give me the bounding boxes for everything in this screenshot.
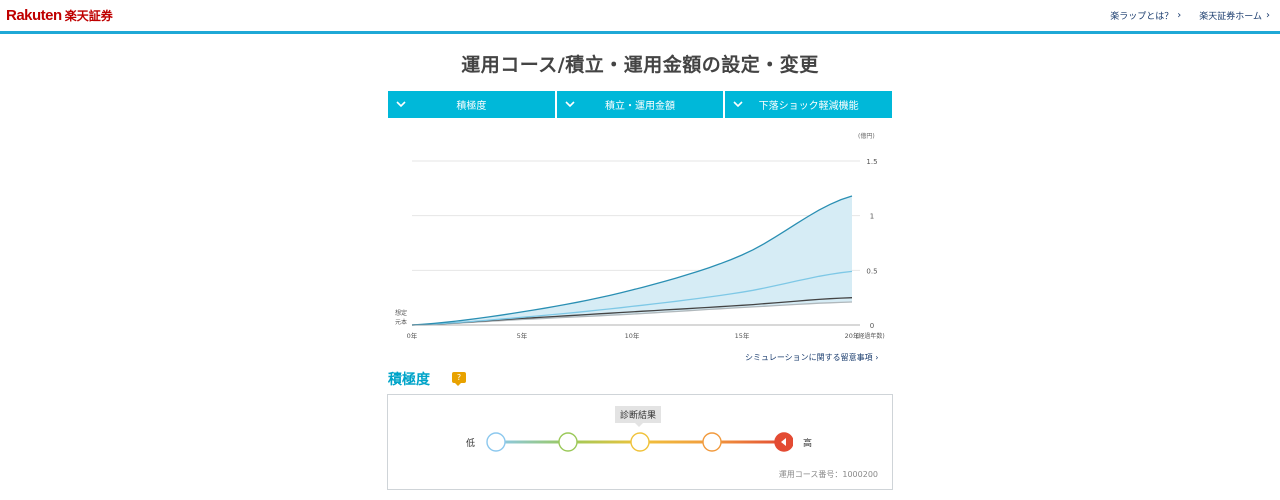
y-tick-label: 0.5: [866, 267, 877, 275]
diagnosis-result-label: 診断結果: [615, 406, 662, 427]
simulation-chart: (億円) 想定 元本 (経過年数) 0 0.5 1 1.5 0年 5年 10年 15年 20年: [388, 125, 892, 345]
risk-track-segment: [496, 440, 568, 444]
header-link-home[interactable]: 楽天証券ホーム ›: [1199, 9, 1270, 22]
risk-level-2[interactable]: [558, 432, 578, 452]
risk-track-segment: [712, 440, 784, 444]
risk-low-label: 低: [466, 439, 476, 449]
logo-jp-text: 楽天証券: [64, 8, 113, 23]
logo-wordmark: Rakuten: [6, 6, 62, 24]
settings-tabs: 積極度 積立・運用金額 下落ショック軽減機能: [388, 91, 893, 118]
x-tick-label: 0年: [407, 331, 418, 340]
series-line: [411, 195, 853, 326]
risk-level-4[interactable]: [702, 432, 722, 452]
risk-high-label: 高: [803, 439, 813, 449]
page-title: 運用コース/積立・運用金額の設定・変更: [461, 54, 819, 76]
chevron-down-icon: [565, 101, 575, 108]
risk-track-segment: [640, 440, 712, 444]
risk-level-1[interactable]: [486, 432, 506, 452]
header-link-about-rakuwrap[interactable]: 楽ラップとは？ ›: [1110, 9, 1181, 22]
start-label-line2: 元本: [395, 318, 407, 326]
x-tick-label: 15年: [735, 331, 750, 340]
x-tick-label: 20年: [845, 331, 860, 340]
chevron-down-icon: [733, 101, 743, 108]
y-tick-label: 1.5: [866, 158, 877, 166]
header-divider: [0, 31, 1280, 34]
y-tick-label: 0: [870, 322, 874, 330]
aggressiveness-title: 積極度: [388, 372, 430, 388]
header-links: 楽ラップとは？ › 楽天証券ホーム ›: [1110, 9, 1270, 22]
tab-drawdown-control[interactable]: 下落ショック軽減機能: [725, 91, 893, 118]
help-icon[interactable]: ?: [452, 372, 466, 386]
tab-label: 積立・運用金額: [605, 101, 675, 112]
header-link-label: 楽ラップとは？: [1110, 12, 1174, 22]
chevron-down-icon: [396, 101, 406, 108]
tab-investment-amount[interactable]: 積立・運用金額: [556, 91, 724, 118]
start-label-line1: 想定: [395, 309, 407, 317]
series-line: [411, 270, 853, 326]
chevron-right-icon: ›: [1266, 10, 1270, 21]
aggressiveness-panel: 診断結果 低 高 運用コース番号：1000200: [387, 394, 893, 490]
top-header: Rakuten 楽天証券 楽ラップとは？ › 楽天証券ホーム ›: [0, 0, 1280, 31]
y-tick-label: 1: [870, 213, 874, 221]
simulation-chart-svg: (億円) 想定 元本 (経過年数) 0 0.5 1 1.5 0年 5年 10年 15年 20年: [395, 132, 885, 340]
y-unit-label: (億円): [858, 132, 875, 140]
risk-track-segment: [568, 440, 640, 444]
course-number: 運用コース番号：1000200: [778, 470, 878, 479]
series-line: [411, 301, 853, 326]
x-tick-label: 10年: [625, 331, 640, 340]
x-axis-label: (経過年数): [856, 332, 885, 340]
simulation-notes-link[interactable]: シミュレーションに関する留意事項 ›: [745, 352, 878, 363]
chevron-right-icon: ›: [1177, 10, 1182, 21]
selected-marker-icon: [781, 438, 786, 446]
tab-label: 下落ショック軽減機能: [758, 101, 859, 112]
x-tick-label: 5年: [517, 331, 528, 340]
rakuten-logo[interactable]: Rakuten 楽天証券: [6, 6, 113, 24]
risk-level-3[interactable]: [630, 432, 650, 452]
simulation-notes-label: シミュレーションに関する留意事項: [745, 353, 873, 362]
risk-level-selector: [486, 432, 793, 452]
header-link-label: 楽天証券ホーム: [1199, 12, 1262, 22]
chevron-right-icon: ›: [875, 353, 879, 362]
tab-label: 積極度: [456, 101, 487, 112]
tab-aggressiveness[interactable]: 積極度: [388, 91, 555, 118]
